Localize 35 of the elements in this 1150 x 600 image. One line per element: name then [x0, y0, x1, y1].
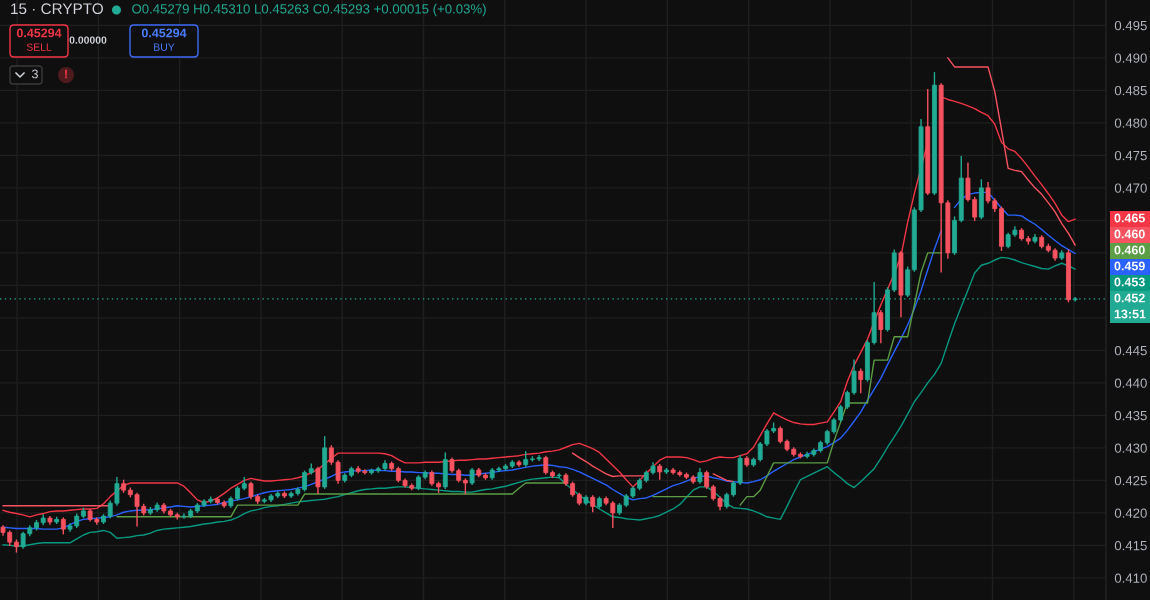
y-tick-label: 0.435: [1114, 410, 1147, 421]
chart-subtitle: O0.45279 H0.45310 L0.45263 C0.45293 +0.00015 (+0.03%): [132, 3, 486, 17]
y-tick-label: 0.480: [1114, 118, 1147, 128]
y-tick-label: 0.440: [1114, 378, 1147, 388]
annotation: BUY: [154, 43, 175, 51]
text: 0.465: [1114, 213, 1145, 223]
text: 0.453: [1114, 277, 1145, 287]
line-series: [2, 256, 1076, 547]
text: 0.452: [1114, 293, 1145, 303]
y-tick-label: 0.410: [1114, 573, 1147, 583]
text: 0.460: [1114, 229, 1145, 239]
annotation: SELL: [26, 43, 52, 51]
candlestick: [878, 310, 884, 344]
annotation: 0.00000: [69, 36, 107, 44]
candlestick: [516, 460, 522, 467]
annotation: 3: [32, 69, 38, 79]
chart-title: 15 · CRYPTO: [11, 3, 103, 15]
candlestick: [858, 368, 864, 394]
text: 0.460: [1114, 245, 1145, 255]
text: 0.459: [1114, 261, 1145, 271]
annotation: 0.45294: [141, 28, 187, 38]
annotation: 0.45294: [16, 28, 62, 38]
y-tick-label: 0.485: [1114, 85, 1147, 96]
y-tick-label: 0.425: [1114, 475, 1147, 486]
y-tick-label: 0.490: [1114, 53, 1147, 63]
annotation: !: [65, 69, 67, 79]
y-tick-label: 0.445: [1114, 345, 1147, 356]
candlestick: [315, 466, 321, 495]
y-tick-label: 0.470: [1114, 183, 1147, 193]
y-tick-label: 0.475: [1114, 150, 1147, 161]
y-tick-label: 0.495: [1114, 20, 1147, 31]
y-tick-label: 0.420: [1114, 508, 1147, 518]
y-tick-label: 0.430: [1114, 443, 1147, 453]
text: 13:51: [1114, 309, 1146, 319]
y-tick-label: 0.415: [1114, 540, 1147, 551]
